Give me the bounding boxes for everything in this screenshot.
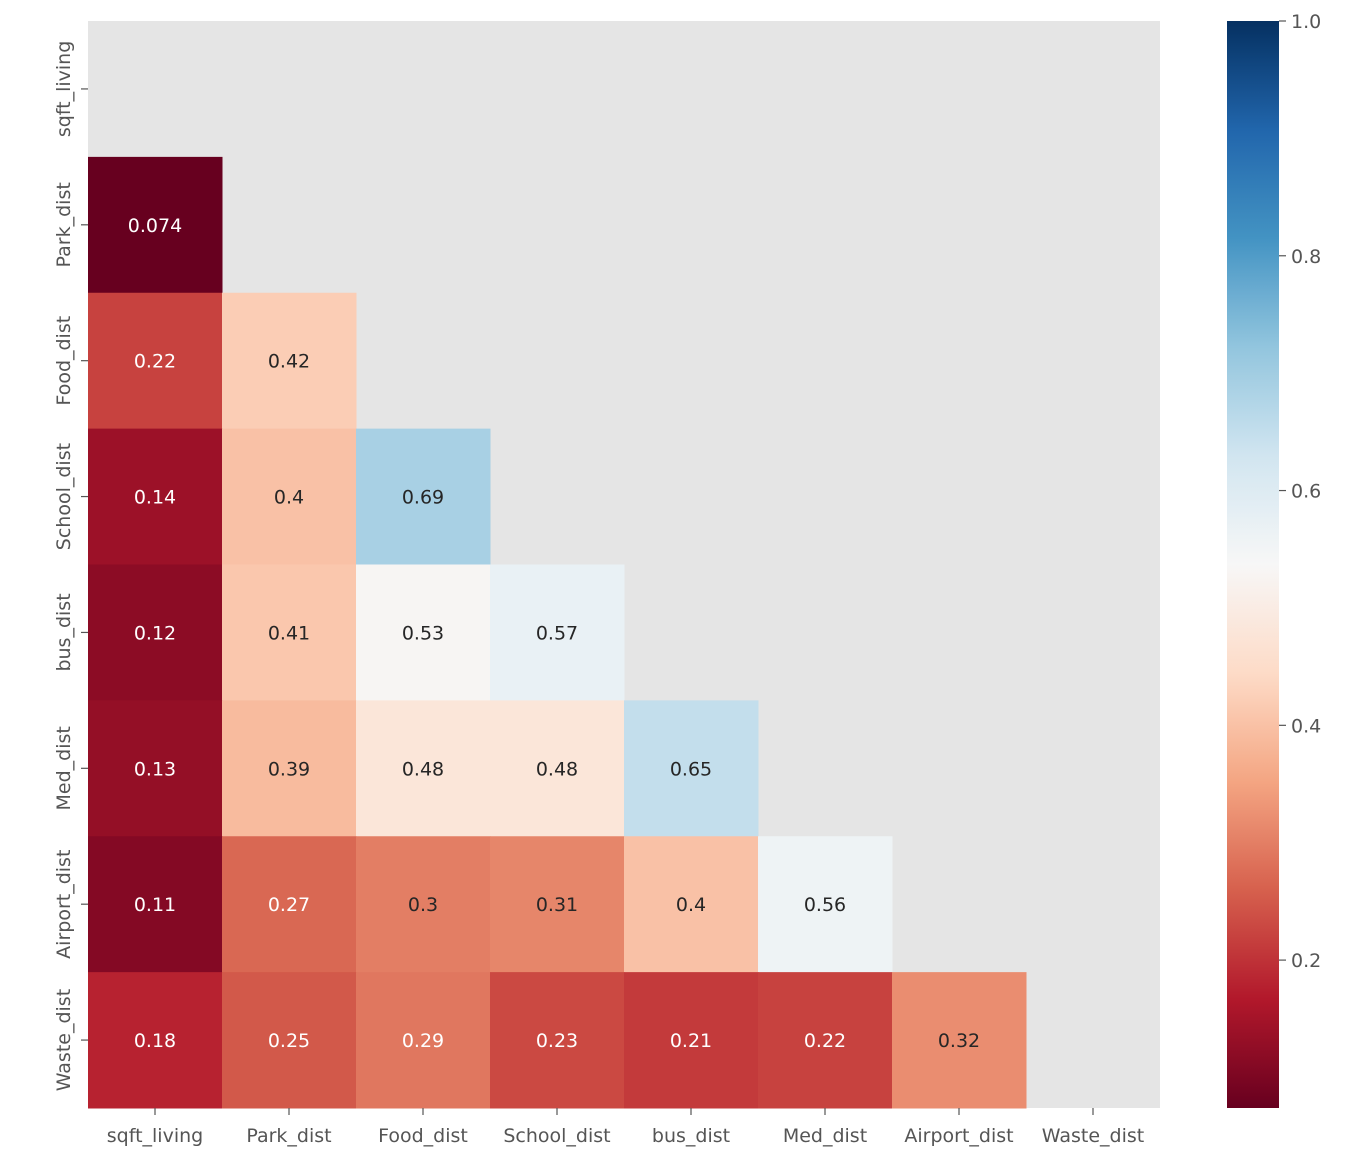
cell-value-label-5-0: 0.13 <box>134 758 176 780</box>
colorbar-tick-label-4: 1.0 <box>1291 11 1321 33</box>
colorbar-bar <box>1227 21 1279 1108</box>
y-tick-label-2: Food_dist <box>53 316 75 406</box>
x-tick-label-1: Park_dist <box>246 1125 331 1147</box>
heatmap-cell-7-1 <box>222 972 357 1109</box>
x-tick-label-3: School_dist <box>503 1125 610 1147</box>
cell-value-label-5-2: 0.48 <box>402 758 444 780</box>
y-tick-label-3: School_dist <box>53 443 75 550</box>
x-axis-ticks: sqft_living Park_dist Food_dist School_dist… <box>107 1108 1144 1147</box>
heatmap-cell-3-2 <box>356 428 491 565</box>
cell-value-label-6-5: 0.56 <box>804 894 846 916</box>
y-tick-label-1: Park_dist <box>53 182 75 267</box>
x-tick-label-5: Med_dist <box>783 1125 867 1147</box>
heatmap-cell-5-3 <box>490 700 625 837</box>
cell-value-label-7-0: 0.18 <box>134 1030 176 1052</box>
cell-value-label-7-5: 0.22 <box>804 1030 846 1052</box>
y-tick-label-5: Med_dist <box>53 726 75 810</box>
heatmap-cell-7-3 <box>490 972 625 1109</box>
cell-value-label-4-3: 0.57 <box>536 622 578 644</box>
heatmap-cell-6-1 <box>222 836 357 973</box>
x-tick-label-6: Airport_dist <box>904 1125 1013 1147</box>
colorbar-tick-label-1: 0.4 <box>1291 715 1321 737</box>
x-tick-label-0: sqft_living <box>107 1125 203 1147</box>
heatmap-cell-4-2 <box>356 564 491 701</box>
heatmap-cell-7-2 <box>356 972 491 1109</box>
heatmap-cell-7-6 <box>892 972 1027 1109</box>
heatmap-cell-labels: 0.074 0.22 0.42 0.14 0.4 0.69 0.12 0.41 0.53 0.57… <box>128 215 980 1052</box>
cell-value-label-6-1: 0.27 <box>268 894 310 916</box>
heatmap-cell-6-5 <box>758 836 893 973</box>
colorbar: 0.2 0.4 0.6 0.8 1.0 <box>1227 11 1321 1108</box>
heatmap-cell-5-4 <box>624 700 759 837</box>
heatmap-cell-6-2 <box>356 836 491 973</box>
y-tick-label-7: Waste_dist <box>53 989 75 1091</box>
heatmap-cell-6-4 <box>624 836 759 973</box>
heatmap-cell-3-0 <box>88 428 223 565</box>
y-tick-label-0: sqft_living <box>53 41 75 137</box>
cell-value-label-2-0: 0.22 <box>134 351 176 373</box>
cell-value-label-4-2: 0.53 <box>402 622 444 644</box>
heatmap-cell-4-3 <box>490 564 625 701</box>
heatmap-cell-2-1 <box>222 292 357 430</box>
cell-value-label-6-2: 0.3 <box>408 894 438 916</box>
x-tick-label-7: Waste_dist <box>1042 1125 1144 1147</box>
colorbar-tick-label-2: 0.6 <box>1291 481 1321 503</box>
heatmap-cell-5-2 <box>356 700 491 837</box>
cell-value-label-6-3: 0.31 <box>536 894 578 916</box>
heatmap-cells <box>88 156 1027 1109</box>
heatmap-cell-1-0 <box>88 156 223 294</box>
cell-value-label-5-1: 0.39 <box>268 758 310 780</box>
heatmap-cell-7-0 <box>88 972 223 1109</box>
y-tick-label-4: bus_dist <box>53 593 75 671</box>
heatmap-cell-7-4 <box>624 972 759 1109</box>
cell-value-label-5-4: 0.65 <box>670 758 712 780</box>
heatmap-cell-6-3 <box>490 836 625 973</box>
x-tick-label-4: bus_dist <box>652 1125 730 1147</box>
heatmap-cell-6-0 <box>88 836 223 973</box>
cell-value-label-6-0: 0.11 <box>134 894 176 916</box>
y-axis-ticks: sqft_living Park_dist Food_dist School_dist… <box>53 41 88 1091</box>
cell-value-label-3-0: 0.14 <box>134 487 176 509</box>
cell-value-label-4-1: 0.41 <box>268 622 310 644</box>
cell-value-label-5-3: 0.48 <box>536 758 578 780</box>
cell-value-label-6-4: 0.4 <box>676 894 706 916</box>
heatmap-cell-5-1 <box>222 700 357 837</box>
heatmap-cell-5-0 <box>88 700 223 837</box>
colorbar-tick-label-0: 0.2 <box>1291 950 1321 972</box>
cell-value-label-7-2: 0.29 <box>402 1030 444 1052</box>
heatmap-cell-4-0 <box>88 564 223 701</box>
x-tick-label-2: Food_dist <box>378 1125 468 1147</box>
cell-value-label-2-1: 0.42 <box>268 351 310 373</box>
cell-value-label-7-3: 0.23 <box>536 1030 578 1052</box>
heatmap-cell-3-1 <box>222 428 357 565</box>
cell-value-label-7-6: 0.32 <box>938 1030 980 1052</box>
cell-value-label-3-2: 0.69 <box>402 487 444 509</box>
cell-value-label-1-0: 0.074 <box>128 215 182 237</box>
y-tick-label-6: Airport_dist <box>53 850 75 959</box>
cell-value-label-7-1: 0.25 <box>268 1030 310 1052</box>
heatmap-cell-4-1 <box>222 564 357 701</box>
cell-value-label-4-0: 0.12 <box>134 622 176 644</box>
heatmap-cell-7-5 <box>758 972 893 1109</box>
cell-value-label-3-1: 0.4 <box>274 487 304 509</box>
cell-value-label-7-4: 0.21 <box>670 1030 712 1052</box>
colorbar-tick-label-3: 0.8 <box>1291 246 1321 268</box>
heatmap-cell-2-0 <box>88 292 223 430</box>
